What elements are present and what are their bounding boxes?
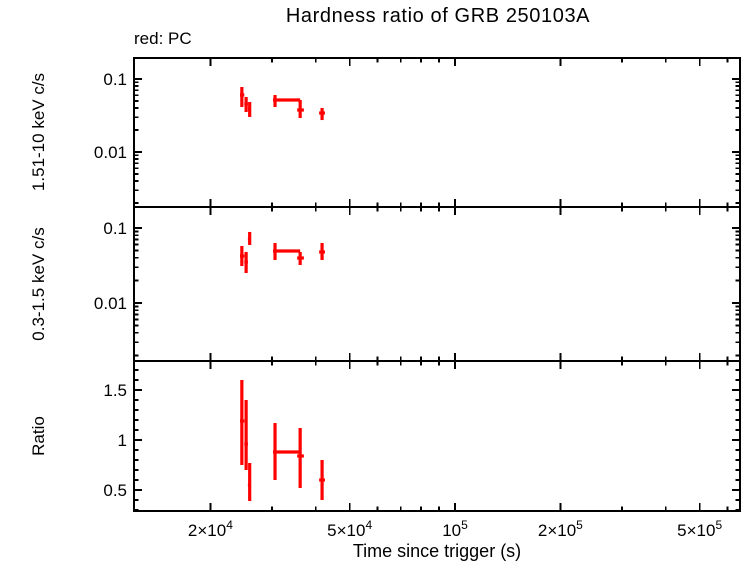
mode-legend-note: red: PC — [134, 29, 192, 48]
xlabel-time-since-trigger: Time since trigger (s) — [352, 541, 522, 561]
y-tick-label: 0.01 — [94, 294, 127, 313]
y-tick-label: 1.5 — [103, 381, 127, 400]
x-tick-label: 105 — [442, 518, 468, 540]
ylabel-soft-rate: 0.3-1.5 keV c/s — [29, 227, 48, 341]
panel-frame-soft-rate — [133, 206, 741, 362]
x-tick-label: 2×105 — [538, 518, 583, 540]
x-tick-label: 2×104 — [188, 518, 233, 540]
y-tick-label: 0.1 — [103, 219, 127, 238]
x-tick-label: 5×105 — [677, 518, 722, 540]
ylabel-hard-rate: 1.51-10 keV c/s — [29, 72, 48, 192]
chart-title: Hardness ratio of GRB 250103A — [285, 5, 591, 27]
panel-frame-hard-rate — [133, 57, 741, 208]
ylabel-ratio: Ratio — [29, 416, 48, 456]
y-tick-label: 1 — [118, 431, 127, 450]
y-tick-label: 0.01 — [94, 143, 127, 162]
panel-frame-ratio — [133, 360, 741, 512]
y-tick-label: 0.5 — [103, 481, 127, 500]
x-tick-label: 5×104 — [327, 518, 372, 540]
y-tick-label: 0.1 — [103, 70, 127, 89]
